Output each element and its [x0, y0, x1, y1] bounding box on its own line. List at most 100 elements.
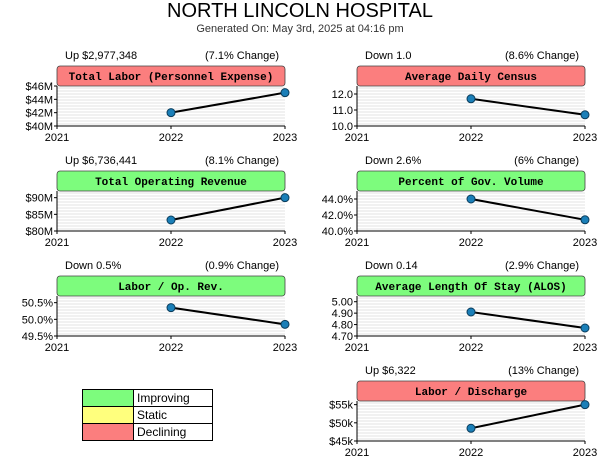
x-tick-label: 2022 [159, 342, 183, 354]
y-tick-label: $40M [25, 121, 53, 133]
y-tick-label: 11.0 [332, 105, 353, 117]
legend-row-declining: Declining [82, 423, 213, 441]
x-tick-label: 2023 [273, 132, 297, 144]
data-point [580, 110, 590, 120]
y-tick-label: $55k [329, 400, 353, 412]
x-tick-label: 2022 [459, 237, 483, 249]
change-text: Down 1.0 [365, 50, 411, 62]
series-line [470, 198, 586, 221]
chart-title: Average Daily Census [405, 72, 537, 84]
x-tick-label: 2022 [159, 237, 183, 249]
chart-labor-discharge: Up $6,322 (13% Change) Labor / Discharge $4… [329, 365, 597, 459]
chart-title: Labor / Discharge [415, 387, 528, 399]
y-tick-label: $45k [329, 436, 353, 448]
series-line [170, 196, 286, 221]
legend-label-improving: Improving [133, 389, 213, 407]
y-tick-label: $80M [25, 226, 53, 238]
legend-row-improving: Improving [82, 389, 213, 407]
legend-label-declining: Declining [133, 423, 213, 441]
legend-label-static: Static [133, 406, 213, 424]
y-tick-label: 12.0 [332, 89, 353, 101]
change-text: Down 0.14 [365, 260, 418, 272]
chart-average-length-of-stay-alos: Down 0.14 (2.9% Change) Average Length Of … [332, 260, 598, 354]
change-text: Down 2.6% [365, 155, 421, 167]
data-point [166, 215, 176, 225]
chart-title-banner [356, 380, 586, 402]
x-tick-label: 2023 [573, 447, 597, 459]
page-title: NORTH LINCOLN HOSPITAL [167, 0, 433, 22]
x-tick-label: 2022 [159, 132, 183, 144]
y-tick-label: 5.00 [332, 297, 353, 309]
change-text: Down 0.5% [65, 260, 121, 272]
page-subtitle: Generated On: May 3rd, 2025 at 04:16 pm [196, 23, 404, 35]
chart-title: Percent of Gov. Volume [398, 177, 544, 189]
data-point [166, 303, 176, 313]
data-point [580, 215, 590, 225]
y-tick-label: 49.5% [22, 331, 53, 343]
pct-change-text: (8.1% Change) [205, 155, 279, 167]
chart-title-banner [56, 275, 286, 297]
y-tick-label: 44.0% [322, 194, 353, 206]
chart-title: Total Labor (Personnel Expense) [69, 72, 274, 84]
y-tick-label: 42.0% [322, 210, 353, 222]
x-tick-label: 2023 [573, 237, 597, 249]
x-tick-label: 2023 [573, 342, 597, 354]
legend-swatch-declining [82, 423, 134, 441]
x-tick-label: 2023 [273, 342, 297, 354]
legend-swatch-static [82, 406, 134, 424]
chart-title-banner [356, 170, 586, 192]
x-tick-label: 2021 [345, 132, 369, 144]
chart-average-daily-census: Down 1.0 (8.6% Change) Average Daily Censu… [332, 50, 598, 144]
legend: Improving Static Declining [82, 389, 213, 441]
y-tick-label: 50.5% [22, 298, 53, 310]
data-point [280, 319, 290, 329]
chart-total-labor-personnel-expense: Up $2,977,348 (7.1% Change) Total Labor (P… [25, 50, 297, 144]
x-tick-label: 2023 [273, 237, 297, 249]
y-tick-label: 4.80 [332, 320, 353, 332]
chart-title-banner [356, 275, 586, 297]
legend-row-static: Static [82, 406, 213, 424]
series-line [170, 306, 286, 326]
y-tick-label: $46M [25, 81, 53, 93]
chart-title-banner [56, 65, 286, 87]
y-tick-label: $90M [25, 193, 53, 205]
data-point [466, 94, 476, 104]
x-tick-label: 2023 [573, 132, 597, 144]
chart-title-banner [356, 65, 586, 87]
y-tick-label: 4.70 [332, 331, 353, 343]
pct-change-text: (6% Change) [514, 155, 579, 167]
chart-total-operating-revenue: Up $6,736,441 (8.1% Change) Total Operatin… [25, 155, 297, 249]
pct-change-text: (7.1% Change) [205, 50, 279, 62]
chart-title: Total Operating Revenue [95, 177, 247, 189]
chart-title-banner [56, 170, 286, 192]
pct-change-text: (0.9% Change) [205, 260, 279, 272]
chart-labor-op-rev: Down 0.5% (0.9% Change) Labor / Op. Rev. 49… [22, 260, 297, 354]
y-tick-label: 4.90 [332, 308, 353, 320]
x-tick-label: 2022 [459, 132, 483, 144]
pct-change-text: (8.6% Change) [505, 50, 579, 62]
pct-change-text: (13% Change) [508, 365, 579, 377]
x-tick-label: 2021 [45, 237, 69, 249]
x-tick-label: 2022 [459, 342, 483, 354]
x-tick-label: 2021 [345, 447, 369, 459]
data-point [280, 193, 290, 203]
legend-swatch-improving [82, 389, 134, 407]
series-line [470, 97, 586, 116]
data-point [466, 307, 476, 317]
y-tick-label: $85M [25, 209, 53, 221]
y-tick-label: $50k [329, 418, 353, 430]
change-text: Up $6,322 [365, 365, 416, 377]
pct-change-text: (2.9% Change) [505, 260, 579, 272]
chart-title: Average Length Of Stay (ALOS) [375, 282, 566, 294]
series-line [470, 403, 586, 430]
chart-title: Labor / Op. Rev. [118, 282, 224, 294]
series-line [170, 91, 286, 114]
y-tick-label: $44M [25, 94, 53, 106]
change-text: Up $2,977,348 [65, 50, 137, 62]
data-point [466, 194, 476, 204]
data-point [466, 423, 476, 433]
change-text: Up $6,736,441 [65, 155, 137, 167]
x-tick-label: 2021 [45, 342, 69, 354]
x-tick-label: 2021 [345, 237, 369, 249]
